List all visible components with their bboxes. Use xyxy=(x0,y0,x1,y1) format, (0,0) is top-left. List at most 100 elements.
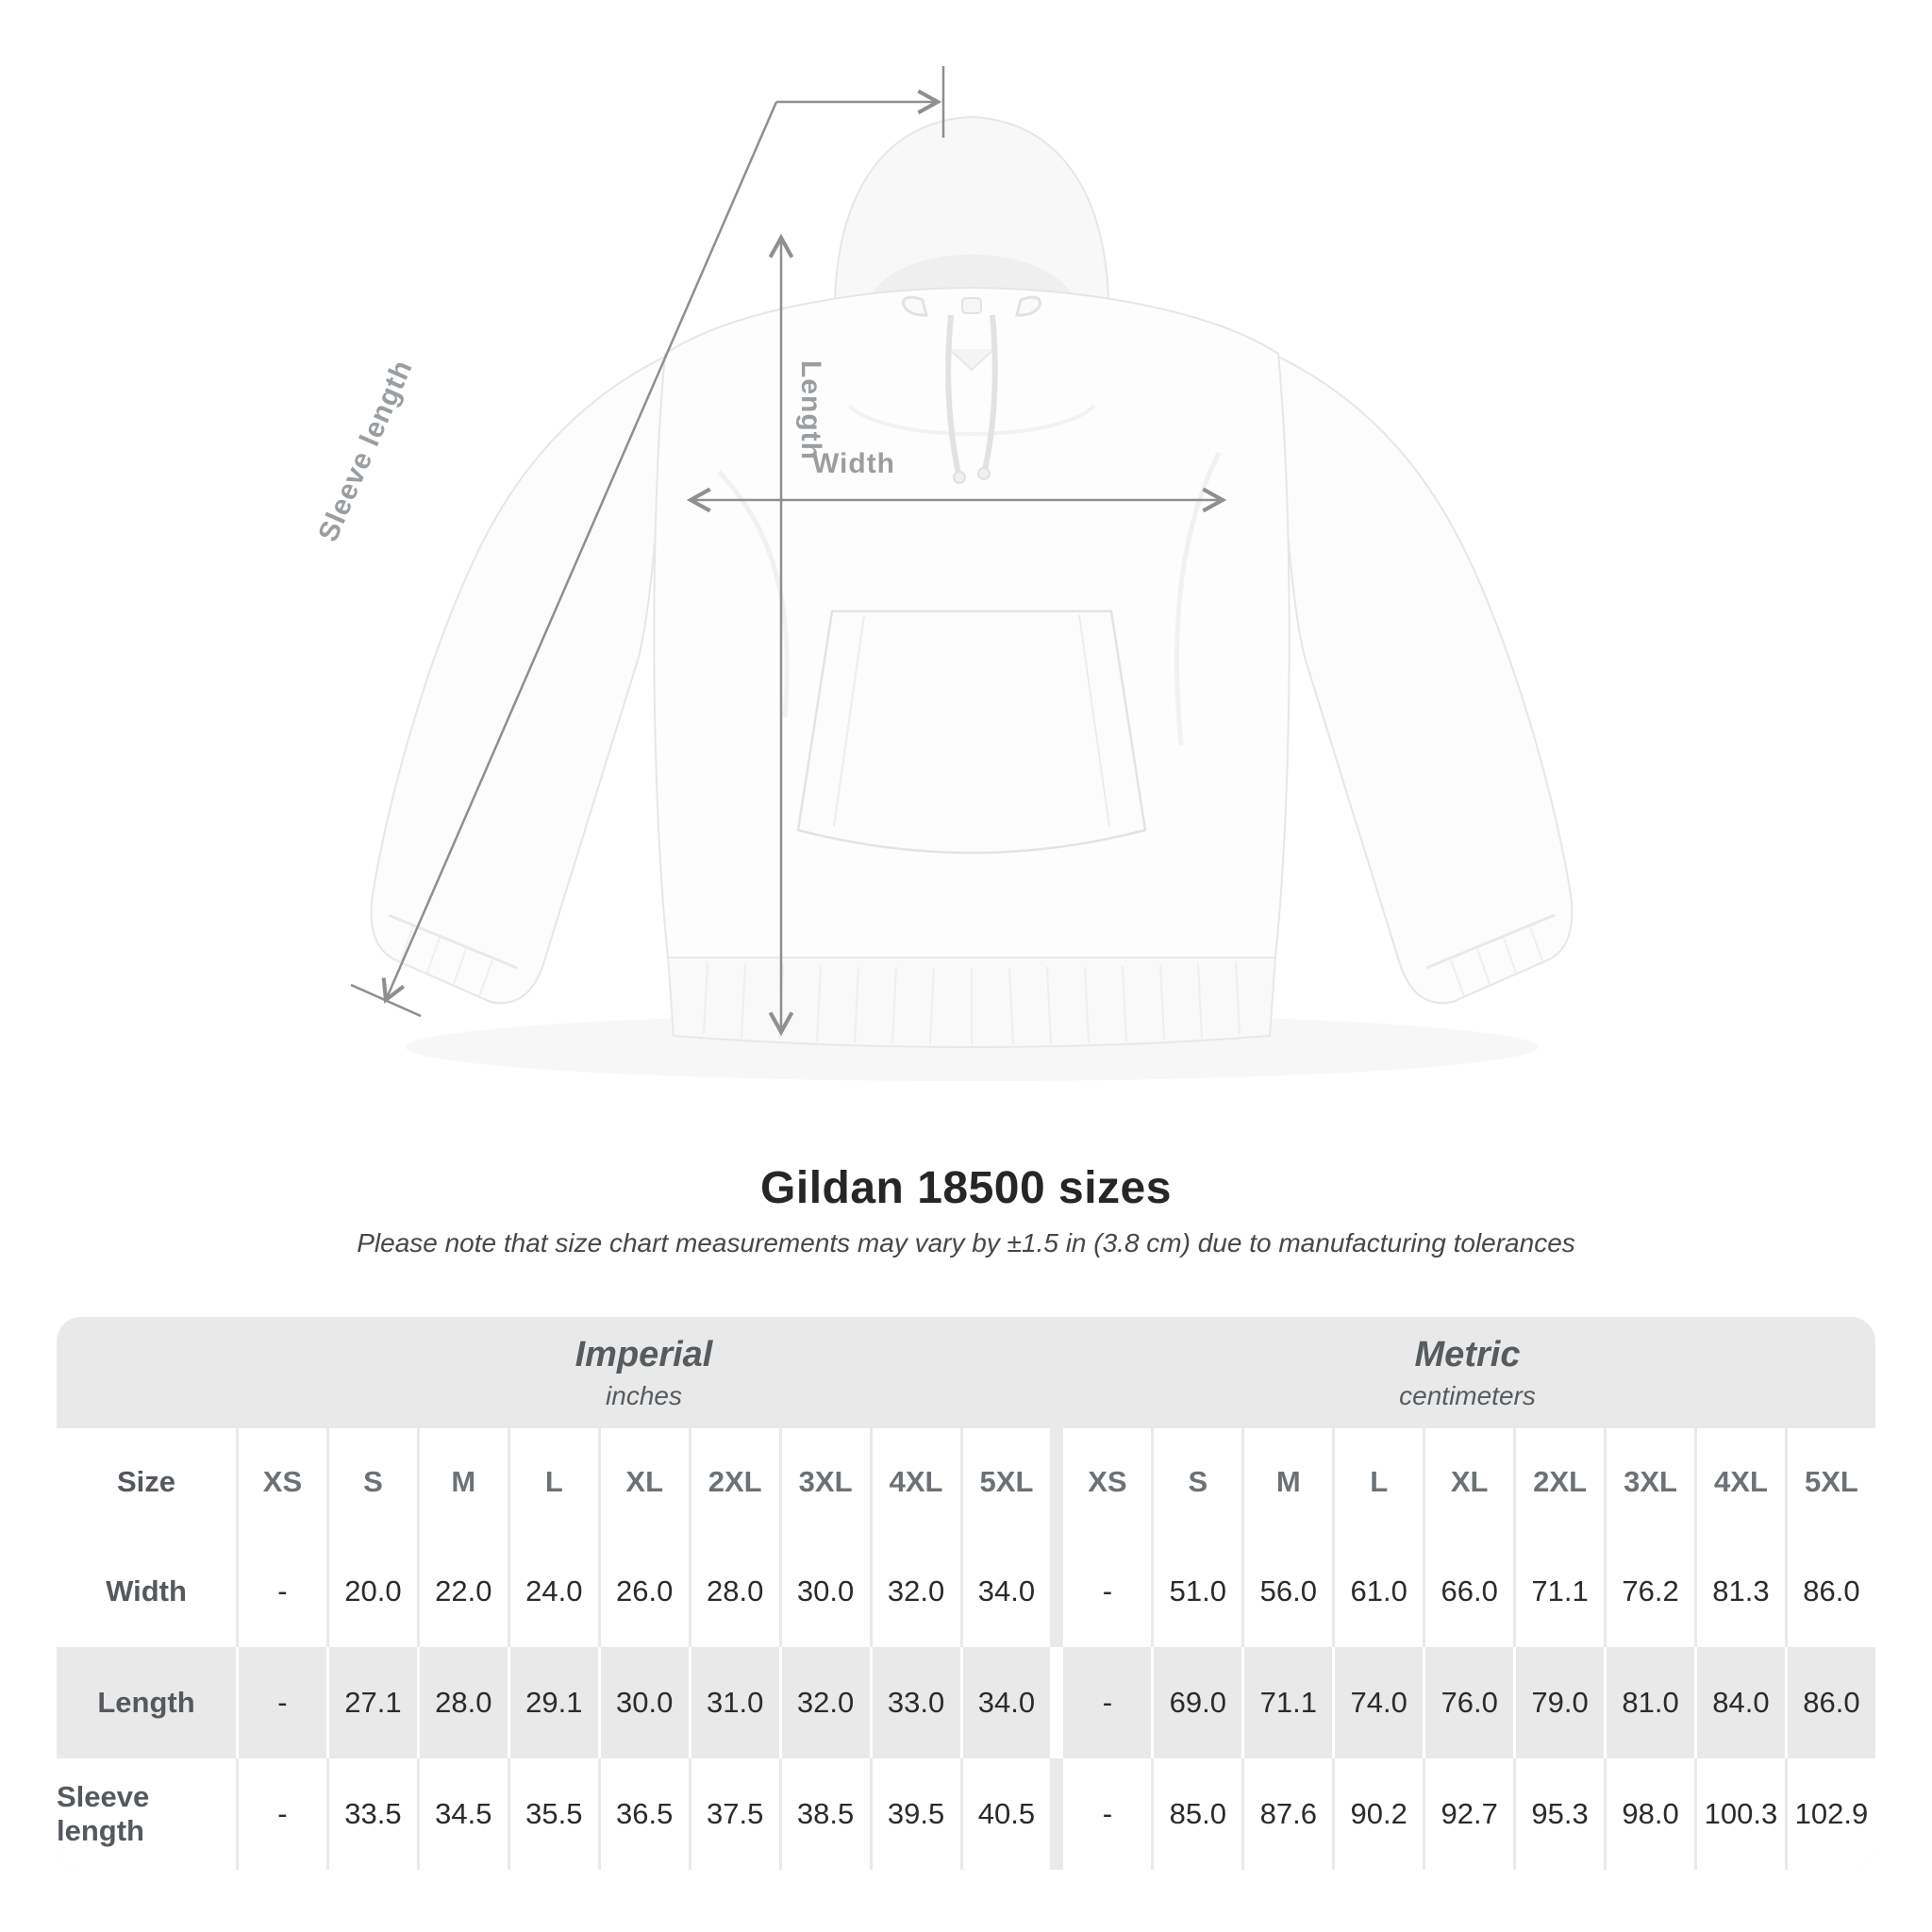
value-imperial: 35.5 xyxy=(509,1758,598,1870)
row-label: Length xyxy=(57,1647,236,1758)
size-header-imperial-2xl: 2XL xyxy=(691,1428,779,1536)
page-title: Gildan 18500 sizes xyxy=(760,1163,1172,1213)
imperial-unit-group: Imperial inches xyxy=(236,1317,1052,1428)
value-imperial: 37.5 xyxy=(691,1758,779,1870)
value-metric: 66.0 xyxy=(1425,1536,1514,1647)
value-metric: 76.0 xyxy=(1425,1647,1514,1758)
value-metric: 81.3 xyxy=(1697,1536,1785,1647)
value-metric: 86.0 xyxy=(1787,1647,1875,1758)
table-row: Sleeve length -33.5 34.5 35.5 36.5 37.5 38.5 39… xyxy=(57,1758,1875,1870)
value-imperial: 30.0 xyxy=(781,1536,870,1647)
size-header-metric-l: L xyxy=(1335,1428,1424,1536)
size-header-imperial-5xl: 5XL xyxy=(962,1428,1051,1536)
value-imperial: 22.0 xyxy=(419,1536,508,1647)
value-metric: 76.2 xyxy=(1607,1536,1694,1647)
size-header-metric-4xl: 4XL xyxy=(1697,1428,1785,1536)
size-header-row: Size XS S M L XL 2XL 3XL 4XL 5XL XS S M L XL 2XL 3XL 4XL 5… xyxy=(57,1428,1875,1536)
tolerance-note: Please note that size chart measurements… xyxy=(357,1228,1575,1257)
value-metric: 85.0 xyxy=(1154,1758,1242,1870)
metric-unit-group: Metric centimeters xyxy=(1059,1317,1875,1428)
hoodie-image xyxy=(350,66,1574,1048)
value-imperial: - xyxy=(239,1758,326,1870)
value-imperial: 20.0 xyxy=(328,1536,417,1647)
size-header-imperial-xs: XS xyxy=(239,1428,326,1536)
value-metric: 102.9 xyxy=(1787,1758,1875,1870)
value-imperial: 30.0 xyxy=(600,1647,689,1758)
imperial-sublabel: inches xyxy=(606,1380,682,1410)
value-imperial: 29.1 xyxy=(509,1647,598,1758)
metric-label: Metric xyxy=(1414,1334,1521,1374)
value-metric: - xyxy=(1063,1647,1152,1758)
value-imperial: 28.0 xyxy=(691,1536,779,1647)
value-metric: 51.0 xyxy=(1154,1536,1242,1647)
value-imperial: 33.5 xyxy=(328,1758,417,1870)
value-metric: 92.7 xyxy=(1425,1758,1514,1870)
value-imperial: 38.5 xyxy=(781,1758,870,1870)
unit-band-row: Imperial inches Metric centimeters xyxy=(57,1317,1875,1428)
value-metric: 71.1 xyxy=(1516,1536,1605,1647)
size-header-metric-5xl: 5XL xyxy=(1787,1428,1875,1536)
group-gap xyxy=(1053,1428,1060,1536)
size-header-metric-2xl: 2XL xyxy=(1516,1428,1605,1536)
value-imperial: 28.0 xyxy=(419,1647,508,1758)
size-header-metric-s: S xyxy=(1154,1428,1242,1536)
value-imperial: - xyxy=(239,1647,326,1758)
value-metric: 95.3 xyxy=(1516,1758,1605,1870)
table-row: Width -20.0 22.0 24.0 26.0 28.0 30.0 32.0 34.0-5… xyxy=(57,1536,1875,1647)
value-imperial: 32.0 xyxy=(781,1647,870,1758)
value-imperial: 27.1 xyxy=(328,1647,417,1758)
size-header-imperial-3xl: 3XL xyxy=(781,1428,870,1536)
value-imperial: 34.0 xyxy=(962,1647,1051,1758)
value-metric: 87.6 xyxy=(1244,1758,1333,1870)
band-gap xyxy=(1052,1317,1059,1428)
value-imperial: 24.0 xyxy=(509,1536,598,1647)
value-metric: 69.0 xyxy=(1154,1647,1242,1758)
row-label: Width xyxy=(57,1536,236,1647)
imperial-label: Imperial xyxy=(575,1334,713,1374)
value-metric: 81.0 xyxy=(1607,1647,1694,1758)
value-metric: 79.0 xyxy=(1516,1647,1605,1758)
size-header-metric-3xl: 3XL xyxy=(1607,1428,1694,1536)
value-imperial: 33.0 xyxy=(872,1647,960,1758)
row-label: Sleeve length xyxy=(57,1758,236,1870)
length-dimension-label: Length xyxy=(795,360,826,460)
metric-sublabel: centimeters xyxy=(1399,1380,1536,1410)
value-imperial: 39.5 xyxy=(872,1758,960,1870)
value-metric: - xyxy=(1063,1758,1152,1870)
value-imperial: 32.0 xyxy=(872,1536,960,1647)
measurement-arrows xyxy=(350,66,1227,1037)
value-imperial: 34.0 xyxy=(962,1536,1051,1647)
width-dimension-label: Width xyxy=(811,448,896,479)
size-column-header: Size xyxy=(57,1428,236,1536)
value-imperial: - xyxy=(239,1536,326,1647)
group-gap xyxy=(1053,1536,1060,1647)
value-imperial: 34.5 xyxy=(419,1758,508,1870)
value-imperial: 40.5 xyxy=(962,1758,1051,1870)
table-row: Length -27.1 28.0 29.1 30.0 31.0 32.0 33.0 34.0-… xyxy=(57,1647,1875,1758)
value-metric: 84.0 xyxy=(1697,1647,1785,1758)
value-metric: 98.0 xyxy=(1607,1758,1694,1870)
size-header-imperial-l: L xyxy=(509,1428,598,1536)
value-imperial: 31.0 xyxy=(691,1647,779,1758)
hoodie-diagram: Length Width Sleeve length xyxy=(312,66,1574,1048)
value-metric: 86.0 xyxy=(1787,1536,1875,1647)
size-header-imperial-xl: XL xyxy=(600,1428,689,1536)
size-header-imperial-4xl: 4XL xyxy=(872,1428,960,1536)
value-metric: 61.0 xyxy=(1335,1536,1424,1647)
value-metric: 56.0 xyxy=(1244,1536,1333,1647)
group-gap xyxy=(1053,1758,1060,1870)
band-spacer xyxy=(57,1317,236,1428)
value-imperial: 26.0 xyxy=(600,1536,689,1647)
value-metric: 90.2 xyxy=(1335,1758,1424,1870)
value-imperial: 36.5 xyxy=(600,1758,689,1870)
value-metric: 71.1 xyxy=(1244,1647,1333,1758)
size-table: Imperial inches Metric centimeters Size X… xyxy=(57,1317,1875,1870)
value-metric: 74.0 xyxy=(1335,1647,1424,1758)
size-header-imperial-s: S xyxy=(328,1428,417,1536)
value-metric: 100.3 xyxy=(1697,1758,1785,1870)
size-header-metric-xs: XS xyxy=(1063,1428,1152,1536)
value-metric: - xyxy=(1063,1536,1152,1647)
size-header-metric-m: M xyxy=(1244,1428,1333,1536)
group-gap xyxy=(1053,1647,1060,1758)
